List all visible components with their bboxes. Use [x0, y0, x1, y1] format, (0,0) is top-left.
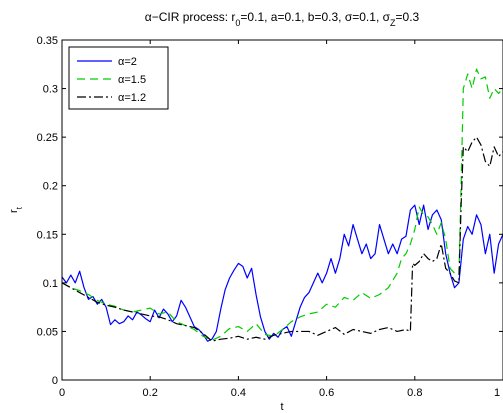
- y-tick-label: 0.25: [37, 132, 58, 144]
- title-part: 0: [235, 18, 240, 28]
- y-tick-label: 0.2: [43, 181, 58, 193]
- legend-label-2: α=1.5: [118, 74, 146, 86]
- y-axis-label-sub: t: [15, 206, 24, 209]
- series-line-2: [62, 68, 503, 341]
- title-part: =0.1, a=0.1, b=0.3, σ=0.1, σ: [240, 10, 390, 24]
- x-tick-label: 0.6: [319, 387, 334, 399]
- x-axis-label: t: [280, 401, 283, 413]
- x-tick-label: 0.2: [143, 387, 158, 399]
- x-tick-label: 0.8: [407, 387, 422, 399]
- x-tick-label: 1: [494, 387, 500, 399]
- y-axis-label-main: r: [8, 209, 20, 213]
- y-tick-label: 0: [52, 375, 58, 387]
- y-tick-label: 0.3: [43, 84, 58, 96]
- series-line-1: [62, 204, 503, 342]
- y-tick-label: 0.35: [37, 35, 58, 47]
- title-part: Z: [390, 18, 396, 28]
- axes-layer: 0 0.2 0.4 0.6 0.8 1 0 0.05 0.1 0.15 0.2 0.25 0.3 0.35: [37, 35, 503, 399]
- legend-box: [68, 46, 169, 110]
- title-part: α−CIR process: r: [145, 10, 236, 24]
- legend-label-1: α=2: [118, 56, 137, 68]
- x-tick-label: 0: [59, 387, 65, 399]
- chart-title: α−CIR process: r0=0.1, a=0.1, b=0.3, σ=0…: [145, 10, 420, 28]
- plot-frame: [61, 39, 503, 381]
- x-tick-label: 0.4: [231, 387, 246, 399]
- y-tick-label: 0.1: [43, 278, 58, 290]
- series-layer: [62, 68, 503, 342]
- y-tick-label: 0.15: [37, 229, 58, 241]
- y-axis-label: rt: [8, 206, 24, 213]
- y-tick-label: 0.05: [37, 326, 58, 338]
- legend-label-3: α=1.2: [118, 92, 146, 104]
- series-line-3: [62, 136, 503, 342]
- legend: α=2 α=1.5 α=1.2: [68, 46, 169, 110]
- title-part: =0.3: [396, 10, 420, 24]
